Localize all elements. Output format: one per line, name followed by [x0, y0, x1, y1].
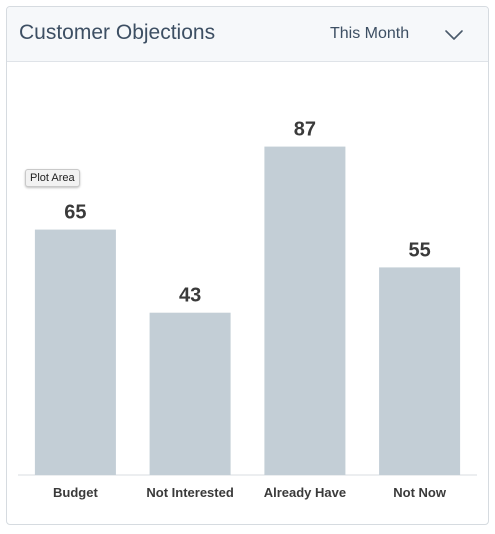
plot-area-tooltip: Plot Area: [25, 169, 80, 187]
card-title: Customer Objections: [19, 21, 216, 44]
bar-value-label: 65: [64, 202, 86, 224]
period-dropdown-value: This Month: [330, 25, 410, 42]
category-tick-label: Budget: [53, 485, 98, 500]
bar-value-label: 87: [294, 119, 316, 141]
chevron-down-icon: [445, 30, 463, 40]
bar-value-label: 43: [179, 285, 201, 307]
bar[interactable]: [149, 312, 231, 475]
period-dropdown[interactable]: This Month: [318, 15, 478, 55]
category-tick-label: Already Have: [264, 485, 346, 500]
category-tick-label: Not Interested: [146, 485, 233, 500]
bar-value-label: 55: [408, 239, 430, 261]
bar[interactable]: [264, 146, 346, 475]
category-tick-label: Not Now: [393, 485, 447, 500]
card-header: Customer Objections This Month: [7, 7, 488, 62]
bar[interactable]: [34, 229, 116, 475]
bar[interactable]: [379, 267, 461, 475]
